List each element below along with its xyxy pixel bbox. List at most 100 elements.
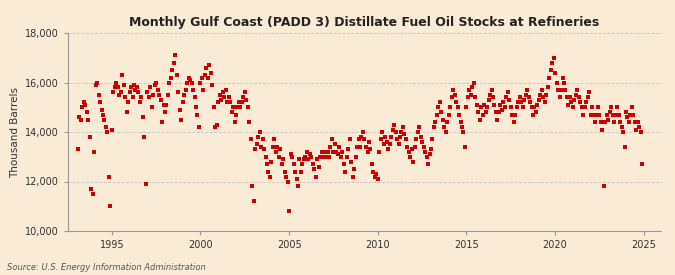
Point — [468, 80, 479, 85]
Point — [612, 105, 622, 109]
Point — [426, 147, 437, 152]
Point — [485, 93, 495, 97]
Point — [114, 93, 125, 97]
Point — [272, 145, 283, 149]
Point — [273, 155, 284, 159]
Point — [431, 112, 442, 117]
Point — [281, 174, 292, 179]
Point — [140, 182, 151, 186]
Point — [98, 112, 109, 117]
Point — [362, 150, 373, 154]
Title: Monthly Gulf Coast (PADD 3) Distillate Fuel Oil Stocks at Refineries: Monthly Gulf Coast (PADD 3) Distillate F… — [130, 16, 599, 29]
Point — [473, 110, 484, 114]
Point — [188, 88, 198, 92]
Point — [542, 85, 553, 90]
Point — [118, 83, 129, 87]
Point — [522, 88, 533, 92]
Point — [143, 95, 154, 100]
Point — [630, 120, 641, 124]
Point — [74, 115, 85, 119]
Point — [628, 112, 639, 117]
Point — [139, 135, 150, 139]
Point — [554, 95, 565, 100]
Point — [591, 112, 602, 117]
Point — [250, 147, 261, 152]
Point — [81, 110, 92, 114]
Point — [164, 80, 175, 85]
Point — [471, 103, 482, 107]
Point — [151, 80, 161, 85]
Point — [223, 95, 234, 100]
Point — [115, 90, 126, 95]
Point — [87, 192, 98, 196]
Point — [374, 150, 385, 154]
Point — [334, 145, 345, 149]
Point — [107, 127, 117, 132]
Point — [423, 162, 433, 166]
Point — [234, 100, 244, 104]
Point — [296, 169, 306, 174]
Point — [303, 157, 314, 161]
Y-axis label: Thousand Barrels: Thousand Barrels — [10, 87, 20, 177]
Point — [624, 120, 634, 124]
Point — [256, 145, 267, 149]
Point — [101, 125, 111, 129]
Point — [231, 112, 242, 117]
Point — [433, 105, 444, 109]
Point — [489, 103, 500, 107]
Point — [225, 100, 236, 104]
Point — [618, 130, 628, 134]
Point — [480, 110, 491, 114]
Point — [318, 155, 329, 159]
Point — [327, 137, 338, 142]
Point — [492, 117, 503, 122]
Point — [338, 162, 349, 166]
Point — [375, 137, 386, 142]
Point — [284, 209, 294, 213]
Point — [207, 83, 218, 87]
Point — [400, 137, 411, 142]
Point — [599, 184, 610, 189]
Point — [133, 90, 144, 95]
Point — [333, 152, 344, 156]
Point — [456, 125, 467, 129]
Point — [387, 127, 398, 132]
Point — [157, 120, 167, 124]
Point — [524, 100, 535, 104]
Point — [176, 117, 187, 122]
Point — [198, 88, 209, 92]
Point — [578, 112, 589, 117]
Point — [593, 105, 603, 109]
Point — [262, 162, 273, 166]
Point — [217, 90, 228, 95]
Point — [545, 68, 556, 72]
Point — [603, 117, 614, 122]
Point — [132, 85, 142, 90]
Point — [498, 100, 509, 104]
Point — [180, 88, 191, 92]
Point — [170, 53, 181, 57]
Point — [214, 93, 225, 97]
Point — [77, 105, 88, 109]
Point — [78, 100, 89, 104]
Point — [123, 100, 134, 104]
Point — [80, 103, 90, 107]
Point — [121, 110, 132, 114]
Point — [269, 137, 280, 142]
Point — [601, 112, 612, 117]
Point — [579, 105, 590, 109]
Point — [329, 142, 340, 147]
Point — [416, 140, 427, 144]
Point — [613, 112, 624, 117]
Point — [518, 98, 529, 102]
Point — [584, 90, 595, 95]
Point — [84, 135, 95, 139]
Point — [500, 105, 510, 109]
Point — [398, 125, 408, 129]
Point — [513, 100, 524, 104]
Point — [260, 155, 271, 159]
Point — [105, 204, 116, 208]
Point — [539, 100, 550, 104]
Point — [587, 105, 597, 109]
Point — [358, 130, 369, 134]
